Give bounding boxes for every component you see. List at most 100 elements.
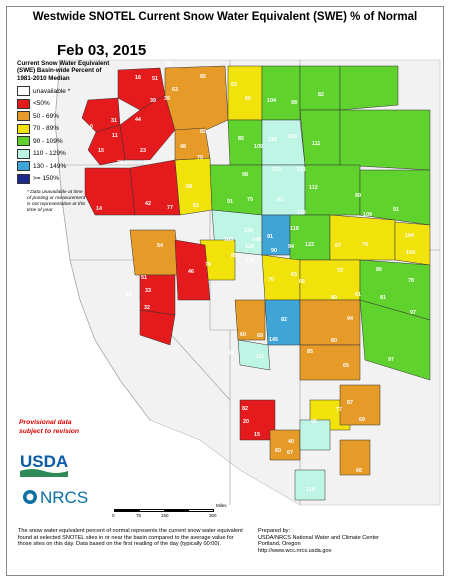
basin-label: 14 <box>96 206 102 212</box>
basin-label: 54 <box>157 243 163 249</box>
basin-label: 82 <box>281 317 287 323</box>
basin-label: 61 <box>193 203 199 209</box>
basin-label: 15 <box>98 148 104 154</box>
basin-label: 106 <box>246 258 255 264</box>
basins <box>81 65 431 501</box>
legend-item: 70 - 89% <box>17 123 112 136</box>
basin-label: 99 <box>355 193 361 199</box>
legend-title: Current Snow Water Equivalent (SWE) Basi… <box>17 60 110 82</box>
basin-label: 16 <box>135 75 141 81</box>
basin-mt-east <box>299 65 341 111</box>
legend-swatch <box>17 123 30 134</box>
basin-label: 67 <box>335 243 341 249</box>
page-frame <box>6 6 444 576</box>
footer-url[interactable]: http://www.wcc.nrcs.usda.gov <box>258 548 332 555</box>
nrcs-logo-text: NRCS <box>40 488 88 507</box>
footer-org: USDA/NRCS National Water and Climate Cen… <box>258 534 380 541</box>
legend-swatch <box>17 148 30 159</box>
basin-label: 44 <box>135 117 141 123</box>
basin-or-blue <box>174 127 211 161</box>
basin-wy-plains <box>394 221 431 266</box>
scale-tick: 150 <box>161 513 169 518</box>
basin-label: 85 <box>200 74 206 80</box>
basin-label: 79 <box>362 242 368 248</box>
basin-az-central <box>269 429 301 461</box>
basin-label: 93 <box>277 197 283 203</box>
basin-label: 109 <box>363 212 372 218</box>
basin-label: 103 <box>272 167 281 173</box>
basin-id-north <box>227 65 263 121</box>
basin-label: 122 <box>305 242 314 248</box>
nrcs-logo: NRCS <box>20 484 90 515</box>
basin-label: 104 <box>267 98 276 104</box>
basin-label: 109 <box>254 144 263 150</box>
basin-label: 94 <box>288 244 294 250</box>
legend-item: 130 - 149% <box>17 160 112 173</box>
basin-label: 87 <box>347 400 353 406</box>
basin-label: 91 <box>267 234 273 240</box>
basin-label: 105 <box>224 237 233 243</box>
basin-label: 118 <box>268 137 277 143</box>
legend-item: unavailable * <box>17 85 112 98</box>
legend-label: 70 - 89% <box>33 125 60 133</box>
basin-id-south <box>209 164 263 216</box>
basin-label: 69 <box>359 417 365 423</box>
legend-swatch <box>17 86 30 97</box>
legend-swatch <box>17 136 30 147</box>
basin-label: 85 <box>231 253 237 259</box>
basin-label: 39 <box>164 96 170 102</box>
basin-mt-far-east <box>339 65 399 111</box>
usda-logo: USDA <box>20 450 68 483</box>
basin-label: 94 <box>347 316 353 322</box>
basin-ut-south <box>237 339 271 371</box>
basin-label: 42 <box>145 201 151 207</box>
basin-label: 82 <box>318 92 324 98</box>
basin-label: 103 <box>288 134 297 140</box>
basin-co-central <box>299 299 361 346</box>
basin-label: 72 <box>337 268 343 274</box>
legend-swatch <box>17 161 30 172</box>
basin-label: 113 <box>297 167 306 173</box>
basin-label: 60 <box>275 448 281 454</box>
basin-label: 80 <box>331 338 337 344</box>
basin-label: 82 <box>242 406 248 412</box>
basin-label: 11 <box>112 133 118 139</box>
basin-label: 119 <box>290 226 299 232</box>
basin-label: 97 <box>410 310 416 316</box>
basin-label: 61 <box>355 292 361 298</box>
legend-label: 110 - 129% <box>33 150 66 158</box>
basin-label: 20 <box>243 419 249 425</box>
map-title: Westwide SNOTEL Current Snow Water Equiv… <box>32 11 418 23</box>
basin-label: 79 <box>205 262 211 268</box>
basin-label: 79 <box>247 197 253 203</box>
basin-co-north <box>299 259 361 301</box>
basin-label: 60 <box>245 96 251 102</box>
provisional-note: Provisional data subject to revision <box>19 419 80 435</box>
basin-wa-south <box>87 124 126 166</box>
legend-swatch <box>17 173 30 184</box>
basin-labels: 16 58 85 62 60 104 98 82 51 63 39 39 0 3… <box>90 62 416 493</box>
basin-mt-se <box>299 109 341 166</box>
basin-label: 65 <box>343 363 349 369</box>
basin-id-central <box>227 119 263 166</box>
basin-label: 67 <box>287 450 293 456</box>
usda-logo-text: USDA <box>20 452 68 471</box>
basin-label: 98 <box>242 172 248 178</box>
basin-label: 15 <box>144 160 150 166</box>
basin-label: 111 <box>256 354 264 360</box>
basin-label: 19 <box>126 292 132 298</box>
basin-label: 86 <box>376 267 382 273</box>
basin-label: 104 <box>405 233 414 239</box>
footer-credits: Prepared by: USDA/NRCS National Water an… <box>258 528 438 555</box>
basin-label: 51 <box>152 76 158 82</box>
basin-label: 81 <box>380 295 386 301</box>
basin-label: 90 <box>271 248 277 254</box>
basin-wy-se <box>329 214 396 261</box>
legend-item: 50 - 69% <box>17 110 112 123</box>
basin-label: 70 <box>268 277 274 283</box>
basin-label: 23 <box>140 148 146 154</box>
basin-label: 145 <box>269 337 278 343</box>
basin-label: 148 <box>252 237 261 243</box>
